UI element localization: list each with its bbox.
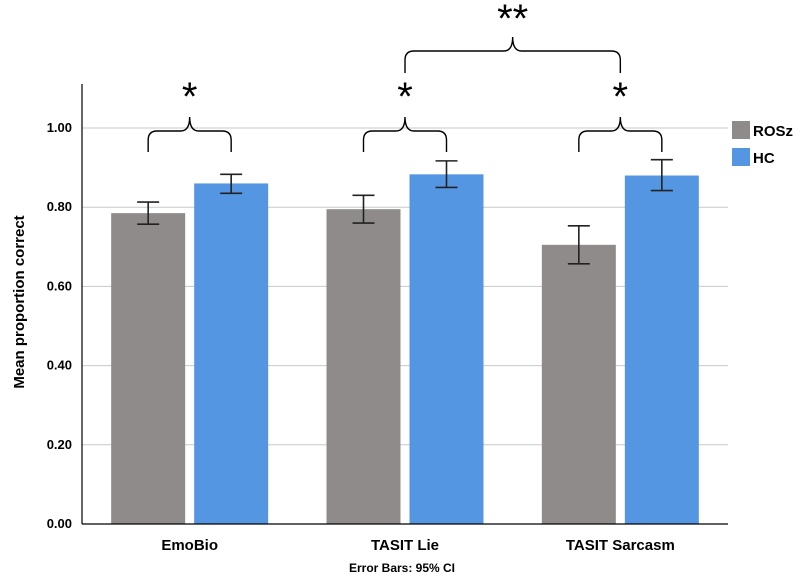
y-axis-title: Mean proportion correct <box>11 215 28 388</box>
bar-rosz-tasit-sarcasm <box>541 244 616 524</box>
significance-marker: ** <box>497 0 528 41</box>
error-bar <box>435 160 458 189</box>
legend: ROSz HC <box>732 121 793 167</box>
significance-bracket <box>147 116 232 152</box>
error-bar-footnote: Error Bars: 95% CI <box>349 561 455 575</box>
significance-marker: * <box>182 75 198 119</box>
gridlines <box>82 127 728 446</box>
error-bar <box>567 225 590 265</box>
bar-hc-emobio <box>194 183 269 524</box>
bar-rosz-emobio <box>111 213 186 524</box>
x-category-label: EmoBio <box>161 537 218 554</box>
legend-swatch-hc <box>732 148 750 166</box>
y-tick-label: 0.40 <box>47 358 72 373</box>
legend-label-rosz: ROSz <box>753 123 793 140</box>
axes <box>81 84 728 525</box>
y-tick-label: 0.20 <box>47 437 72 452</box>
error-bar <box>220 173 243 195</box>
significance-bracket <box>404 36 622 73</box>
x-category-label: TASIT Lie <box>371 537 439 554</box>
y-tick-label: 1.00 <box>47 120 72 135</box>
bar-hc-tasit-lie <box>409 174 484 524</box>
significance-marker: * <box>397 75 413 119</box>
bar-hc-tasit-sarcasm <box>624 175 699 524</box>
significance-bracket <box>362 116 448 152</box>
significance-marker: * <box>613 75 629 119</box>
y-tick-label: 0.60 <box>47 278 72 293</box>
error-bar <box>650 158 673 192</box>
y-tick-label: 0.00 <box>47 516 72 531</box>
x-category-label: TASIT Sarcasm <box>566 537 675 554</box>
error-bar <box>137 201 160 226</box>
bar-rosz-tasit-lie <box>326 209 401 524</box>
error-bars <box>137 158 673 265</box>
y-tick-label: 0.80 <box>47 199 72 214</box>
significance-bracket <box>578 116 663 152</box>
error-bar <box>352 194 375 224</box>
significance-annotations: * * *** <box>147 0 663 152</box>
x-axis-categories: EmoBio TASIT Lie TASIT Sarcasm <box>161 537 674 554</box>
legend-swatch-rosz <box>732 121 750 139</box>
y-axis-ticks: 0.00 0.20 0.40 0.60 0.80 1.00 <box>47 120 72 531</box>
legend-label-hc: HC <box>753 150 775 167</box>
bars <box>111 174 699 524</box>
